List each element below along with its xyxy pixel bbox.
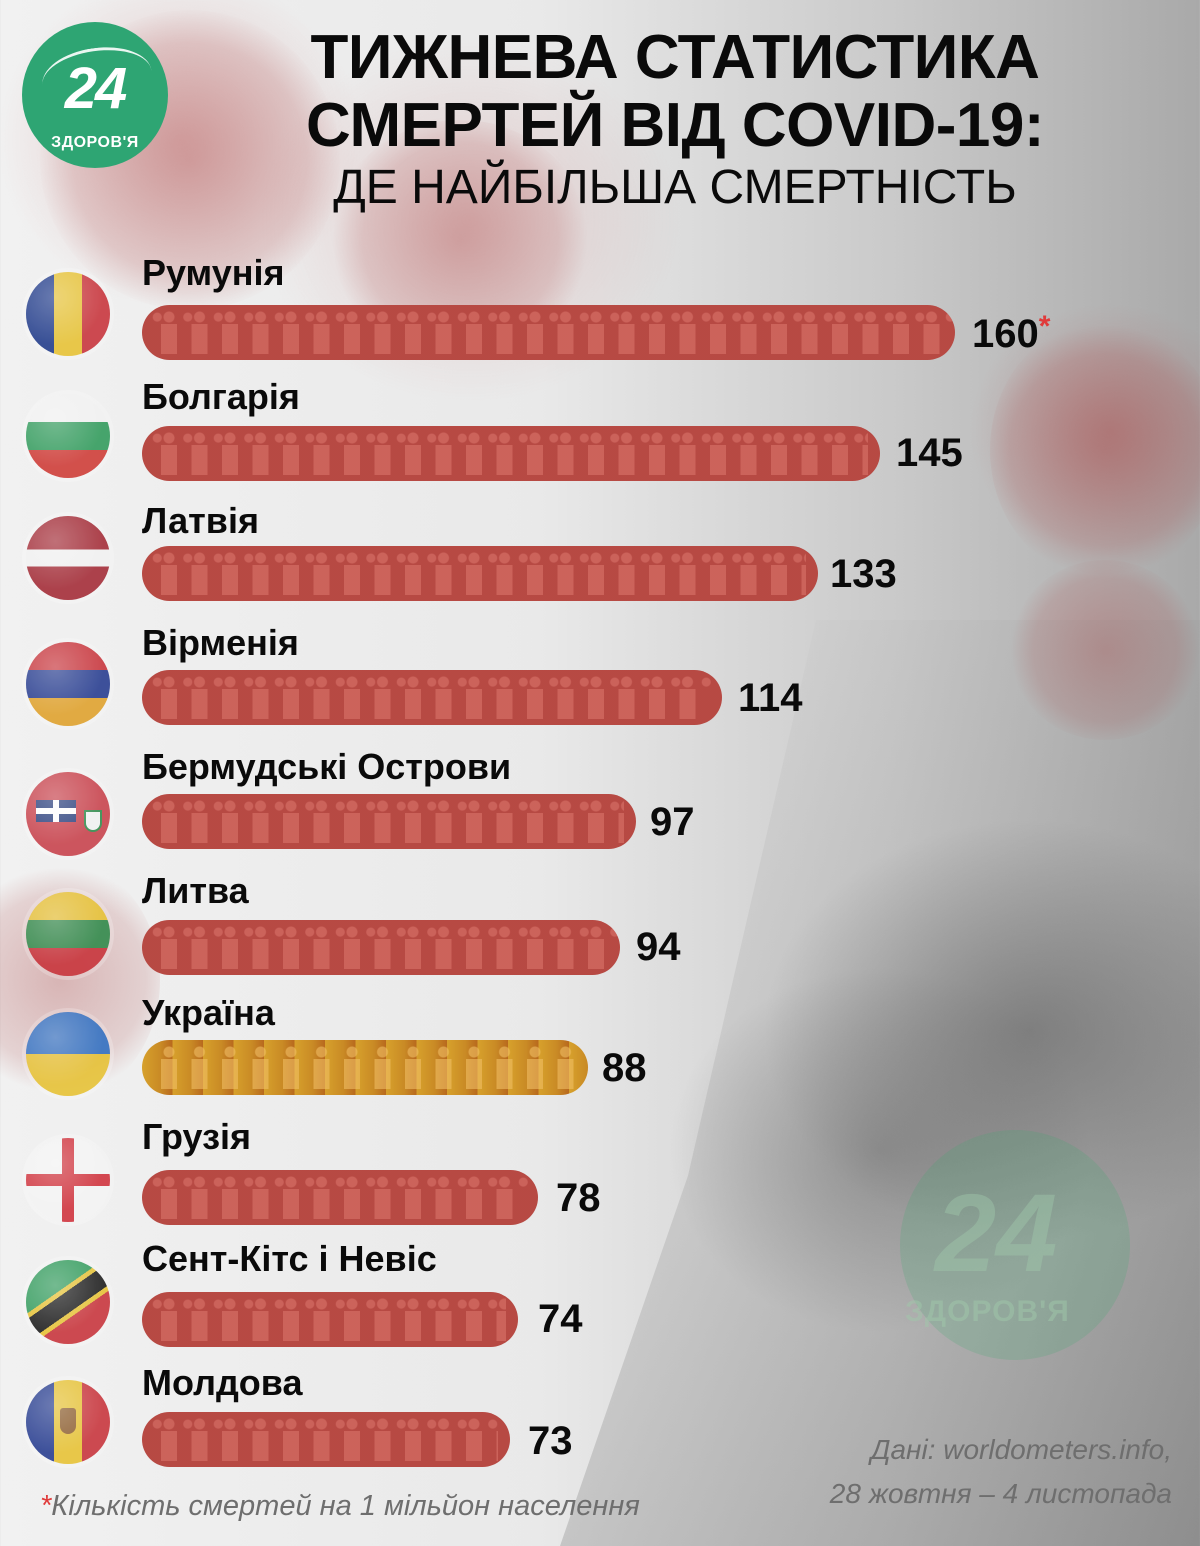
chart-row: Україна 88: [0, 990, 1200, 1110]
people-icons: [154, 1292, 506, 1347]
footnote: *Кількість смертей на 1 мільйон населенн…: [40, 1490, 640, 1523]
people-icons: [154, 546, 806, 601]
country-label: Молдова: [142, 1362, 303, 1403]
source-line-2: 28 жовтня – 4 листопада: [829, 1478, 1172, 1509]
ukraine-flag-icon: [26, 1012, 110, 1096]
country-label: Вірменія: [142, 622, 299, 663]
country-label: Грузія: [142, 1116, 252, 1157]
asterisk-icon: *: [40, 1490, 52, 1522]
title-line-3: ДЕ НАЙБІЛЬША СМЕРТНІСТЬ: [333, 161, 1017, 214]
value-label: 94: [636, 920, 681, 975]
saint-kitts-and-nevis-flag-icon: [26, 1260, 110, 1344]
people-icons: [154, 1412, 498, 1467]
value-label: 97: [650, 795, 695, 850]
country-label: Латвія: [142, 500, 259, 541]
page-title: ТИЖНЕВА СТАТИСТИКА СМЕРТЕЙ ВІД COVID-19:…: [200, 24, 1150, 216]
chart-row: Молдова 73: [0, 1360, 1200, 1480]
moldova-flag-icon: [26, 1380, 110, 1464]
bar: [142, 920, 620, 975]
value-number: 114: [738, 676, 803, 720]
people-icons: [154, 920, 608, 975]
bar: [142, 794, 636, 849]
value-number: 133: [830, 552, 897, 596]
georgia-flag-icon: [26, 1138, 110, 1222]
value-number: 74: [538, 1297, 583, 1341]
bar: [142, 546, 818, 601]
title-line-2: СМЕРТЕЙ ВІД COVID-19:: [305, 91, 1045, 160]
data-source: Дані: worldometers.info, 28 жовтня – 4 л…: [830, 1428, 1172, 1516]
country-label: Сент-Кітс і Невіс: [142, 1238, 437, 1279]
watermark-number: 24: [935, 1172, 1058, 1295]
watermark-subtitle: ЗДОРОВ'Я: [905, 1295, 1070, 1328]
chart-row: Вірменія 114: [0, 620, 1200, 740]
chart-row: Румунія 160*: [0, 250, 1200, 370]
moldova-coat-of-arms-icon: [60, 1408, 76, 1434]
bar: [142, 1170, 538, 1225]
country-label: Литва: [142, 870, 249, 911]
logo-subtitle: ЗДОРОВ'Я: [51, 134, 139, 151]
people-icons: [154, 1170, 526, 1225]
value-label: 160*: [972, 307, 1050, 362]
bar: [142, 1292, 518, 1347]
bulgaria-flag-icon: [26, 394, 110, 478]
chart-row: Бермудські Острови 97: [0, 744, 1200, 864]
country-label: Бермудські Острови: [142, 746, 512, 787]
lithuania-flag-icon: [26, 892, 110, 976]
chart-row: Литва 94: [0, 868, 1200, 988]
armenia-flag-icon: [26, 642, 110, 726]
people-icons: [154, 305, 943, 360]
title-line-1: ТИЖНЕВА СТАТИСТИКА: [310, 23, 1040, 92]
value-number: 73: [528, 1419, 573, 1463]
bermuda-flag-icon: [26, 772, 110, 856]
country-label: Румунія: [142, 252, 285, 293]
bar: [142, 426, 880, 481]
country-label: Болгарія: [142, 376, 300, 417]
country-label: Україна: [142, 992, 275, 1033]
value-number: 94: [636, 925, 681, 969]
chart-row: Болгарія 145: [0, 374, 1200, 494]
value-label: 145: [896, 426, 963, 481]
latvia-flag-icon: [26, 516, 110, 600]
bar: [142, 305, 955, 360]
coat-of-arms-icon: [84, 810, 102, 832]
brand-logo: 24 ЗДОРОВ'Я: [22, 22, 168, 168]
value-label: 78: [556, 1171, 601, 1226]
source-line-1: Дані: worldometers.info,: [870, 1434, 1172, 1465]
value-label: 114: [738, 671, 803, 726]
people-icons: [154, 426, 868, 481]
people-icons: [154, 670, 710, 725]
people-icons: [154, 1040, 576, 1095]
romania-flag-icon: [26, 272, 110, 356]
bar: [142, 670, 722, 725]
asterisk-icon: *: [1038, 310, 1051, 343]
value-label: 73: [528, 1414, 573, 1469]
value-number: 145: [896, 431, 963, 475]
value-number: 88: [602, 1046, 647, 1090]
value-number: 97: [650, 800, 695, 844]
union-jack-icon: [36, 800, 76, 822]
footnote-text: Кількість смертей на 1 мільйон населення: [51, 1490, 640, 1522]
value-label: 133: [830, 547, 897, 602]
chart-row: Сент-Кітс і Невіс 74: [0, 1236, 1200, 1356]
people-icons: [154, 794, 624, 849]
bar: [142, 1412, 510, 1467]
chart-row: Латвія 133: [0, 498, 1200, 618]
chart-row: Грузія 78: [0, 1114, 1200, 1234]
value-label: 74: [538, 1292, 583, 1347]
value-number: 78: [556, 1176, 601, 1220]
value-number: 160: [972, 312, 1039, 356]
highlighted-bar: [142, 1040, 588, 1095]
logo-number: 24: [64, 56, 128, 121]
value-label: 88: [602, 1041, 647, 1096]
